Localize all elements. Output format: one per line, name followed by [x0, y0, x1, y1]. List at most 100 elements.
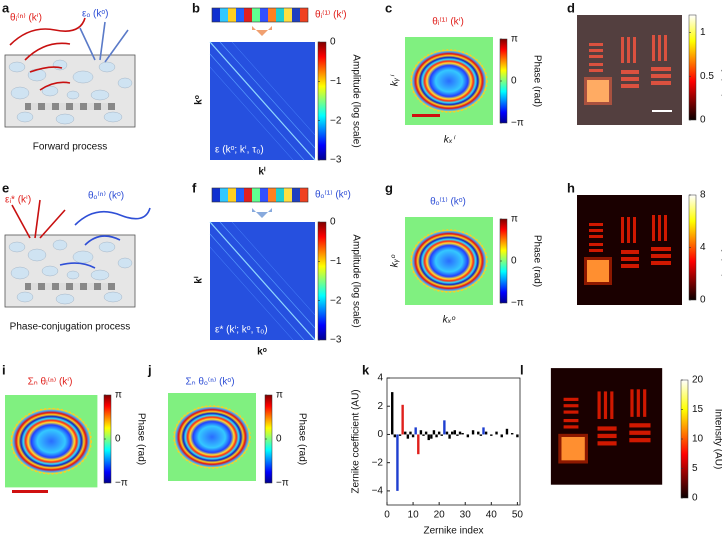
panel-letter: h — [567, 180, 575, 195]
colorbar-tick-label: 0 — [692, 493, 698, 504]
bar — [516, 434, 519, 438]
annotation: ε* (kⁱ; kᵒ, τ₀) — [215, 325, 268, 336]
colorbar-tick-label: −3 — [330, 335, 342, 346]
matrix-image — [209, 41, 316, 161]
colorbar-tick-label: 0 — [276, 434, 282, 445]
bar — [495, 431, 498, 435]
bar — [406, 434, 410, 439]
phase-image — [404, 216, 494, 306]
bar — [417, 434, 420, 455]
colorbar-tick-label: 5 — [692, 463, 698, 474]
colorbar-tick-label: 0 — [330, 217, 336, 228]
bar — [430, 434, 433, 439]
colorbar-tick-label: −π — [276, 478, 289, 489]
bar — [435, 434, 438, 438]
bar — [401, 404, 404, 435]
bar — [500, 434, 503, 438]
colorbar-tick-label: 0 — [511, 256, 517, 267]
axis-label: kⁱ — [193, 276, 205, 284]
scale-bar — [12, 490, 48, 493]
colorbar-tick-label: π — [511, 214, 518, 225]
arrow — [252, 26, 272, 36]
phase-strip — [211, 187, 309, 203]
axis-label: kₓᵒ — [443, 315, 456, 326]
bar — [453, 430, 457, 435]
caption: Forward process — [33, 142, 107, 153]
colorbar-tick-label: 10 — [692, 434, 704, 445]
matrix-image — [209, 221, 316, 341]
bar — [414, 427, 417, 435]
bar — [404, 431, 407, 435]
colorbar-tick-label: −3 — [330, 155, 342, 166]
annotation: θₒ⁽ⁿ⁾ (kᵒ) — [88, 191, 124, 202]
bar — [484, 431, 488, 435]
bar — [419, 430, 423, 435]
bar — [450, 431, 454, 435]
x-tick-label: 20 — [434, 510, 446, 521]
bar — [411, 434, 415, 438]
panel-title: θₒ⁽¹⁾ (kᵒ) — [430, 197, 466, 208]
colorbar-tick-label: 0 — [115, 434, 121, 445]
red-rays — [11, 199, 66, 239]
colorbar — [317, 41, 327, 161]
colorbar-label: Phase (rad) — [296, 413, 307, 465]
colorbar-label: Amplitude (log scale) — [350, 54, 361, 147]
bar — [466, 434, 470, 438]
colorbar-label: Intensity (AU) — [712, 409, 722, 470]
bar — [440, 434, 443, 436]
plot-frame — [386, 377, 521, 506]
red-rays — [9, 17, 86, 91]
x-tick-label: 10 — [408, 510, 420, 521]
colorbar-tick-label: 20 — [692, 375, 704, 386]
colorbar-tick-label: 0 — [330, 37, 336, 48]
panel-letter: d — [567, 0, 575, 15]
annotation: εᵢ* (kⁱ) — [5, 195, 31, 206]
panel-letter: i — [2, 362, 6, 377]
bar — [482, 427, 485, 435]
bar — [510, 433, 514, 435]
bar — [393, 434, 397, 438]
bar — [422, 434, 425, 436]
intensity-image — [550, 368, 663, 485]
colorbar-tick-label: 0 — [700, 295, 706, 306]
bar — [432, 430, 436, 435]
x-tick-label: 0 — [384, 510, 390, 521]
colorbar-tick-label: −π — [115, 478, 128, 489]
annotation: θᵢ⁽ⁿ⁾ (kⁱ) — [10, 13, 42, 24]
axis-label: kᵧⁱ — [390, 74, 401, 87]
blue-rays — [79, 21, 129, 63]
bar — [398, 434, 402, 436]
colorbar — [688, 14, 697, 121]
colorbar-tick-label: −1 — [330, 76, 342, 87]
intensity-image — [577, 15, 682, 125]
panel-title: Σₙ θₒ⁽ⁿ⁾ (kᵒ) — [185, 377, 234, 388]
y-tick-label: 2 — [377, 401, 383, 412]
colorbar-label: Amplitude (log scale) — [350, 234, 361, 327]
panel-letter: j — [147, 362, 152, 377]
bar — [490, 434, 493, 436]
bar — [445, 431, 449, 435]
tissue-schematic — [4, 234, 136, 308]
axis-label: kᵧᵒ — [390, 255, 401, 268]
x-axis-label: Zernike index — [423, 526, 483, 537]
colorbar-label: Phase (rad) — [135, 413, 146, 465]
colorbar-tick-label: 4 — [700, 242, 706, 253]
y-axis-label: Zernike coefficient (AU) — [351, 389, 362, 493]
blue-rays — [59, 207, 151, 269]
panel-letter: a — [2, 0, 10, 15]
x-tick-label: 50 — [512, 510, 524, 521]
colorbar-tick-label: π — [511, 34, 518, 45]
bar — [505, 428, 509, 435]
bar — [443, 420, 446, 435]
phase-image — [4, 394, 99, 489]
annotation: εₒ (kᵒ) — [82, 9, 108, 20]
colorbar-tick-label: −2 — [330, 295, 342, 306]
tissue-schematic — [4, 54, 136, 128]
bar — [456, 434, 459, 436]
caption: Phase-conjugation process — [10, 322, 131, 333]
bar — [427, 434, 430, 441]
colorbar — [317, 221, 327, 341]
x-tick-label: 40 — [486, 510, 498, 521]
bar — [458, 431, 462, 435]
